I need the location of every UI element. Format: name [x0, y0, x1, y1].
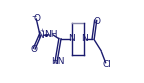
Text: N: N — [37, 31, 43, 40]
Text: N: N — [81, 34, 87, 43]
Text: O: O — [30, 45, 37, 54]
Text: +: + — [40, 28, 44, 33]
Text: N: N — [68, 34, 75, 43]
Text: NH: NH — [44, 30, 58, 39]
Text: O: O — [34, 14, 41, 23]
Text: HN: HN — [51, 57, 64, 65]
Text: O: O — [93, 17, 100, 26]
Text: Cl: Cl — [103, 60, 112, 69]
Text: −: − — [32, 13, 37, 18]
